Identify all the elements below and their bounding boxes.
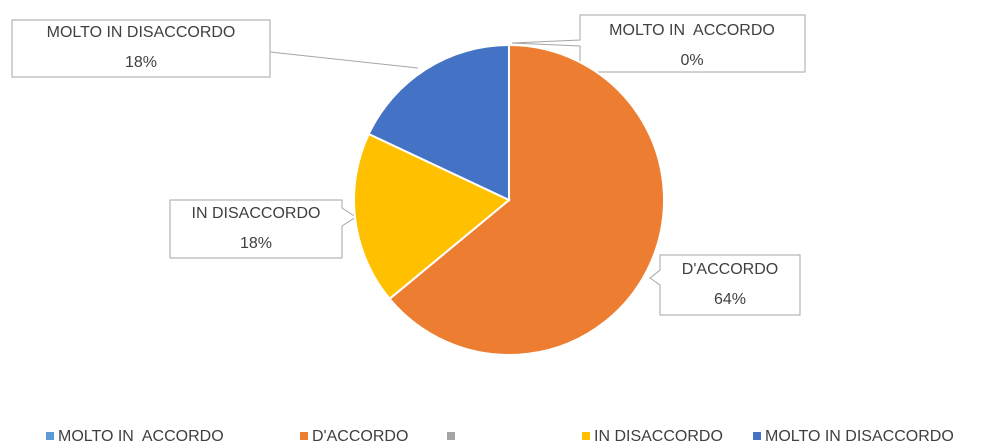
leader-line (269, 51, 419, 69)
data-label: 18% (125, 54, 157, 71)
legend-marker (300, 432, 308, 440)
callout-box (649, 254, 801, 316)
legend-marker (582, 432, 590, 440)
data-label-name: MOLTO IN DISACCORDO (47, 24, 236, 41)
legend-label: IN DISACCORDO (594, 428, 723, 445)
legend-label: MOLTO IN DISACCORDO (765, 428, 954, 445)
data-label-name: MOLTO IN ACCORDO (609, 22, 775, 39)
callout-box (11, 19, 271, 78)
callout-box (169, 199, 357, 259)
legend-label: D'ACCORDO (312, 428, 408, 445)
callouts (11, 14, 806, 316)
callout-box (511, 14, 806, 73)
pie-slice (353, 132, 511, 301)
data-label: 18% (240, 235, 272, 252)
legend-marker (447, 432, 455, 440)
pie-slice (367, 43, 510, 202)
data-label-name: D'ACCORDO (682, 261, 778, 278)
data-label-name: IN DISACCORDO (192, 205, 321, 222)
legend-marker (46, 432, 54, 440)
legend-marker (753, 432, 761, 440)
pie-slice (388, 43, 665, 356)
legend-label: MOLTO IN ACCORDO (58, 428, 224, 445)
data-label: 0% (680, 52, 703, 69)
data-label: 64% (714, 291, 746, 308)
